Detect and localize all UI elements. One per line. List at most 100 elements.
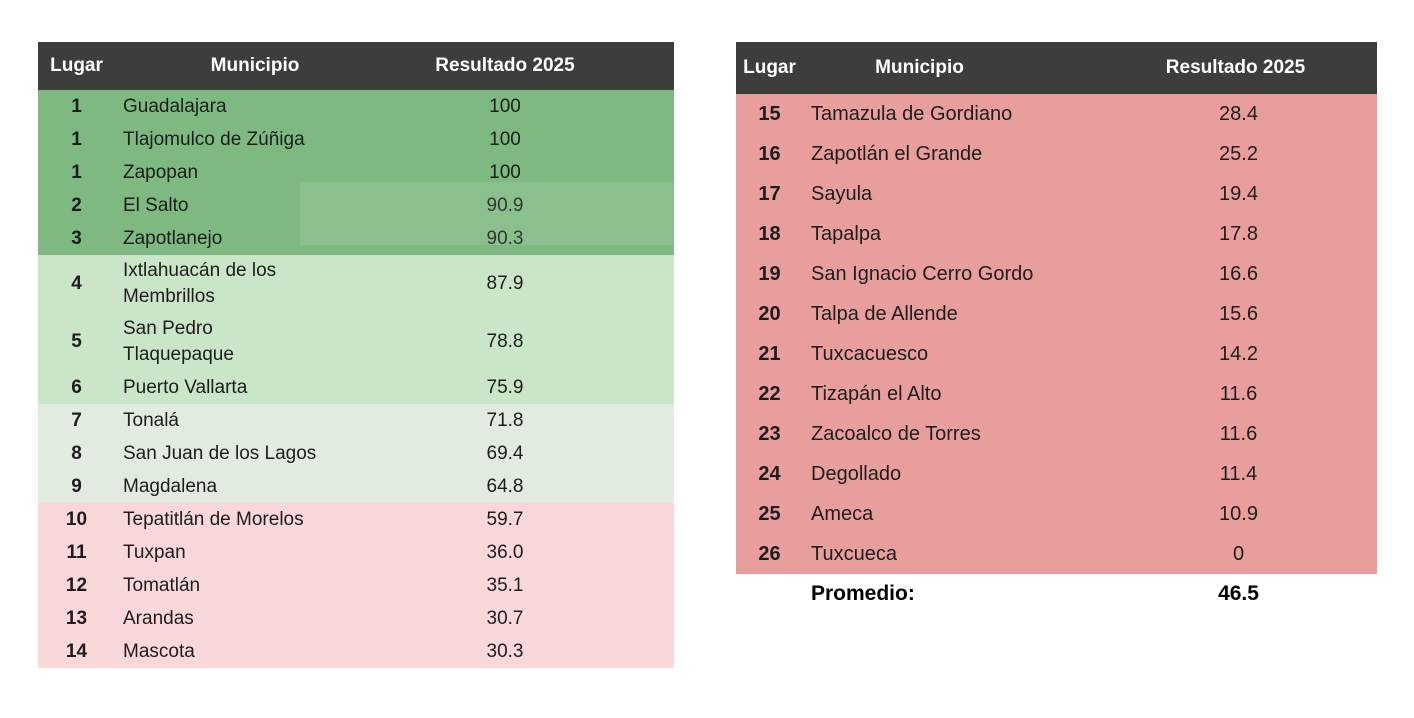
table-row: 17 Sayula 19.4 xyxy=(736,174,1377,214)
resultado-cell: 15.6 xyxy=(1100,294,1377,334)
table-row: 22 Tizapán el Alto 11.6 xyxy=(736,374,1377,414)
resultado-cell: 19.4 xyxy=(1100,174,1377,214)
table-row: 6 Puerto Vallarta 75.9 xyxy=(38,371,674,404)
lugar-cell: 9 xyxy=(38,470,115,503)
header-row: Lugar Municipio Resultado 2025 xyxy=(38,42,674,90)
lugar-cell: 13 xyxy=(38,602,115,635)
resultado-cell: 11.6 xyxy=(1100,414,1377,454)
municipio-cell: Tuxcueca xyxy=(803,534,1100,574)
lugar-cell: 15 xyxy=(736,94,803,134)
municipio-cell: Talpa de Allende xyxy=(803,294,1100,334)
municipio-cell: Ixtlahuacán de los Membrillos xyxy=(115,255,395,313)
municipio-cell: El Salto xyxy=(115,189,395,222)
lugar-cell: 22 xyxy=(736,374,803,414)
resultado-cell: 25.2 xyxy=(1100,134,1377,174)
resultado-cell: 100 xyxy=(395,90,615,123)
lugar-cell: 1 xyxy=(38,90,115,123)
filler-cell xyxy=(615,503,674,536)
resultado-cell: 75.9 xyxy=(395,371,615,404)
table-row: 18 Tapalpa 17.8 xyxy=(736,214,1377,254)
table-row: 19 San Ignacio Cerro Gordo 16.6 xyxy=(736,254,1377,294)
municipio-cell: Zacoalco de Torres xyxy=(803,414,1100,454)
lugar-cell: 2 xyxy=(38,189,115,222)
lugar-cell: 18 xyxy=(736,214,803,254)
municipio-cell: Degollado xyxy=(803,454,1100,494)
col-header-resultado: Resultado 2025 xyxy=(395,42,615,90)
municipio-cell: San Ignacio Cerro Gordo xyxy=(803,254,1100,294)
table-row: 26 Tuxcueca 0 xyxy=(736,534,1377,574)
col-header-municipio: Municipio xyxy=(803,42,1100,94)
filler-cell xyxy=(615,536,674,569)
col-header-lugar: Lugar xyxy=(38,42,115,90)
municipio-cell: Sayula xyxy=(803,174,1100,214)
municipio-cell: Tomatlán xyxy=(115,569,395,602)
table-row: 4 Ixtlahuacán de los Membrillos 87.9 xyxy=(38,255,674,313)
table-row: 9 Magdalena 64.8 xyxy=(38,470,674,503)
lugar-cell: 26 xyxy=(736,534,803,574)
resultado-cell: 14.2 xyxy=(1100,334,1377,374)
table-row: 1 Guadalajara 100 xyxy=(38,90,674,123)
table-row: 11 Tuxpan 36.0 xyxy=(38,536,674,569)
resultado-cell: 100 xyxy=(395,156,615,189)
resultado-cell: 30.7 xyxy=(395,602,615,635)
resultado-cell: 78.8 xyxy=(395,313,615,371)
col-header-resultado: Resultado 2025 xyxy=(1100,42,1377,94)
table-row: 5 San Pedro Tlaquepaque 78.8 xyxy=(38,313,674,371)
header-filler xyxy=(615,42,674,90)
table-row: 3 Zapotlanejo 90.3 xyxy=(38,222,674,255)
lugar-cell: 17 xyxy=(736,174,803,214)
lugar-cell: 6 xyxy=(38,371,115,404)
municipio-cell: Zapotlanejo xyxy=(115,222,395,255)
col-header-lugar: Lugar xyxy=(736,42,803,94)
table-row: 10 Tepatitlán de Morelos 59.7 xyxy=(38,503,674,536)
table-row: 21 Tuxcacuesco 14.2 xyxy=(736,334,1377,374)
ranking-table-places-15-26: Lugar Municipio Resultado 2025 15 Tamazul… xyxy=(736,42,1377,614)
table-row: 25 Ameca 10.9 xyxy=(736,494,1377,534)
municipio-cell: Zapopan xyxy=(115,156,395,189)
table-header: Lugar Municipio Resultado 2025 xyxy=(38,42,674,90)
municipio-cell: Tapalpa xyxy=(803,214,1100,254)
resultado-cell: 59.7 xyxy=(395,503,615,536)
resultado-cell: 71.8 xyxy=(395,404,615,437)
filler-cell xyxy=(615,602,674,635)
resultado-cell: 11.4 xyxy=(1100,454,1377,494)
table-footer: Promedio: 46.5 xyxy=(736,574,1377,614)
table-row: 1 Zapopan 100 xyxy=(38,156,674,189)
promedio-row: Promedio: 46.5 xyxy=(736,574,1377,614)
municipio-cell: Ameca xyxy=(803,494,1100,534)
filler-cell xyxy=(615,90,674,123)
resultado-cell: 100 xyxy=(395,123,615,156)
table-row: 2 El Salto 90.9 xyxy=(38,189,674,222)
resultado-cell: 30.3 xyxy=(395,635,615,668)
table-body: 1 Guadalajara 100 1 Tlajomulco de Zúñiga 100 1… xyxy=(38,90,674,668)
table-row: 8 San Juan de los Lagos 69.4 xyxy=(38,437,674,470)
resultado-cell: 69.4 xyxy=(395,437,615,470)
filler-cell xyxy=(615,123,674,156)
table-row: 14 Mascota 30.3 xyxy=(38,635,674,668)
lugar-cell: 20 xyxy=(736,294,803,334)
municipio-cell: Tuxcacuesco xyxy=(803,334,1100,374)
municipio-cell: Tizapán el Alto xyxy=(803,374,1100,414)
lugar-cell: 25 xyxy=(736,494,803,534)
municipio-cell: San Pedro Tlaquepaque xyxy=(115,313,395,371)
resultado-cell: 36.0 xyxy=(395,536,615,569)
filler-cell xyxy=(615,470,674,503)
table-row: 24 Degollado 11.4 xyxy=(736,454,1377,494)
resultado-cell: 28.4 xyxy=(1100,94,1377,134)
lugar-cell: 19 xyxy=(736,254,803,294)
lugar-cell: 1 xyxy=(38,123,115,156)
lugar-cell: 21 xyxy=(736,334,803,374)
table-row: 13 Arandas 30.7 xyxy=(38,602,674,635)
resultado-cell: 0 xyxy=(1100,534,1377,574)
filler-cell xyxy=(615,371,674,404)
lugar-cell: 11 xyxy=(38,536,115,569)
lugar-cell: 8 xyxy=(38,437,115,470)
table-row: 15 Tamazula de Gordiano 28.4 xyxy=(736,94,1377,134)
resultado-cell: 11.6 xyxy=(1100,374,1377,414)
municipio-cell: Tuxpan xyxy=(115,536,395,569)
table-row: 20 Talpa de Allende 15.6 xyxy=(736,294,1377,334)
resultado-cell: 17.8 xyxy=(1100,214,1377,254)
lugar-cell: 7 xyxy=(38,404,115,437)
lugar-cell: 16 xyxy=(736,134,803,174)
